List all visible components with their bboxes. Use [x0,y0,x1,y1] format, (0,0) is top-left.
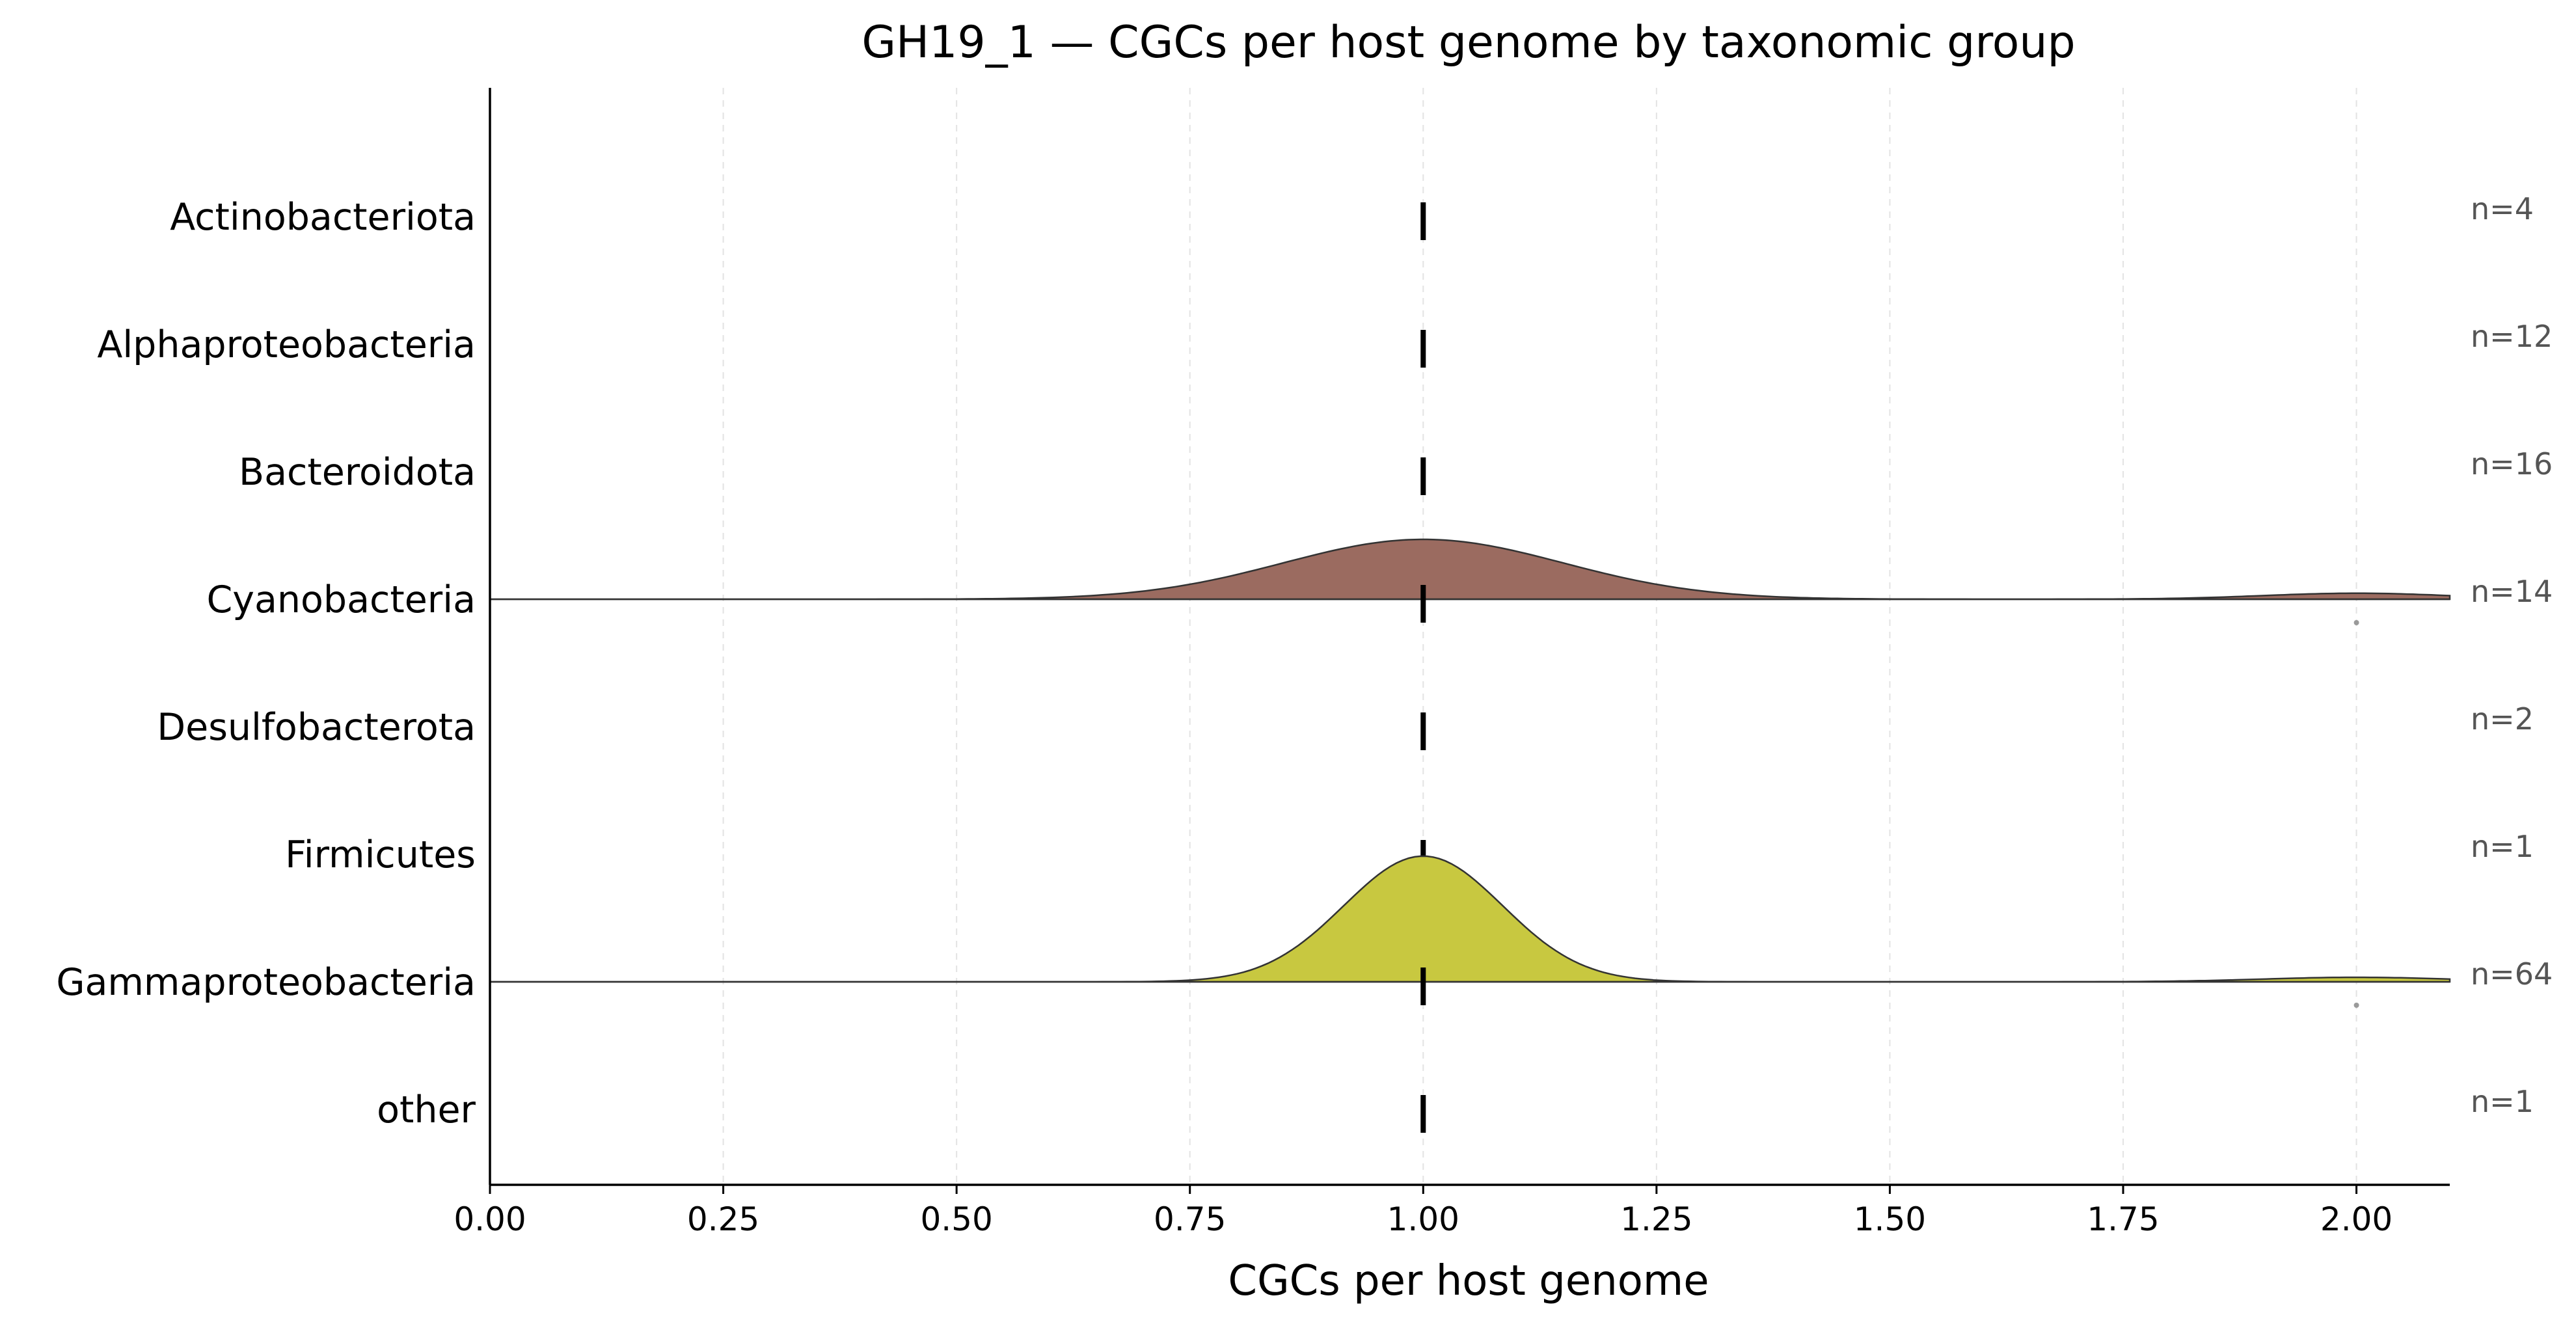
n-label: n=64 [2471,956,2553,992]
n-label: n=2 [2471,701,2534,737]
chart-title: GH19_1 — CGCs per host genome by taxonom… [861,17,2075,68]
group-label: Cyanobacteria [206,578,476,621]
ridge-group [490,855,2451,1008]
x-axis-label: CGCs per host genome [1228,1257,1709,1305]
n-label: n=4 [2471,191,2534,226]
x-tick-label: 1.50 [1854,1200,1926,1238]
outlier-point [2353,620,2359,625]
x-tick-label: 2.00 [2320,1200,2393,1238]
group-label: Bacteroidota [239,451,476,494]
group-label: Alphaproteobacteria [97,323,476,366]
x-tick-label: 1.00 [1387,1200,1459,1238]
density-area [490,538,2451,601]
x-tick-label: 0.75 [1154,1200,1226,1238]
y-tick-labels: Actinobacteriota Alphaproteobacteria Bacte… [56,196,476,1131]
density-area [490,855,2451,983]
grid-lines [489,88,2357,1185]
outlier-point [2353,1003,2359,1008]
group-label: Gammaproteobacteria [56,961,476,1004]
x-tick-label: 0.25 [687,1200,759,1238]
n-label: n=12 [2471,319,2553,354]
axes [489,88,2450,1186]
ridges [490,202,2451,1133]
n-label: n=16 [2471,446,2553,481]
group-label: Desulfobacterota [157,706,476,749]
x-tick-label: 0.50 [920,1200,992,1238]
x-tick-label: 0.00 [454,1200,526,1238]
x-tick-label: 1.75 [2087,1200,2159,1238]
group-label: other [377,1089,476,1131]
x-tick-label: 1.25 [1620,1200,1692,1238]
x-ticks: 0.00 0.25 0.50 0.75 1.00 1.25 1.50 1.75 2.00 [454,1185,2393,1238]
n-label: n=1 [2471,829,2534,864]
n-label: n=14 [2471,574,2553,609]
group-label: Actinobacteriota [170,196,476,239]
n-labels: n=4 n=12 n=16 n=14 n=2 n=1 n=64 n=1 [2471,191,2553,1119]
group-label: Firmicutes [285,833,476,876]
n-label: n=1 [2471,1084,2534,1119]
ridge-group [490,538,2451,625]
